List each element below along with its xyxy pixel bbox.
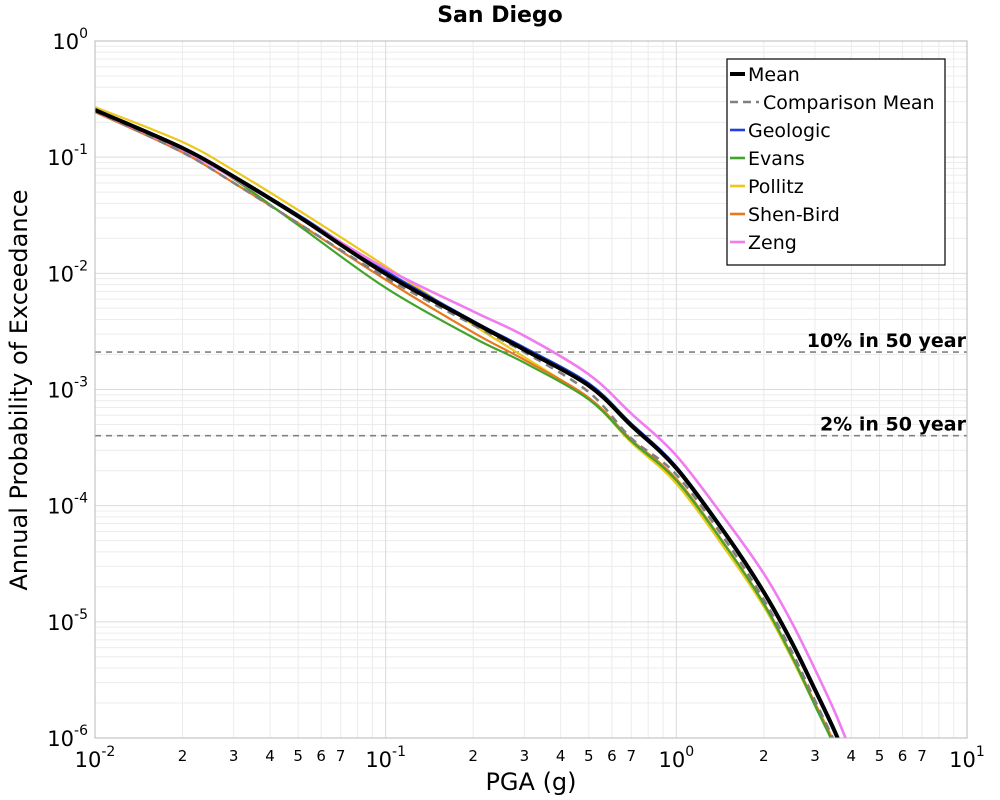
- y-major-tick-label: 100: [52, 26, 88, 54]
- x-major-tick-label: 101: [949, 744, 985, 772]
- reference-line-label: 2% in 50 year: [820, 414, 967, 436]
- legend-label-geologic: Geologic: [748, 120, 831, 142]
- series-lines: [95, 106, 847, 738]
- x-minor-tick-label: 7: [917, 747, 927, 765]
- x-minor-tick-label: 5: [584, 747, 594, 765]
- series-line-comparison-mean: [95, 109, 835, 738]
- x-minor-tick-label: 3: [229, 747, 239, 765]
- x-minor-tick-label: 2: [468, 747, 478, 765]
- x-minor-tick-label: 4: [847, 747, 857, 765]
- x-major-tick-label: 10-2: [75, 744, 116, 772]
- x-minor-tick-label: 7: [627, 747, 637, 765]
- y-major-tick-label: 10-6: [47, 723, 88, 751]
- x-minor-tick-label: 7: [336, 747, 346, 765]
- x-minor-tick-label: 2: [759, 747, 769, 765]
- x-minor-tick-label: 3: [520, 747, 530, 765]
- x-minor-tick-label: 5: [875, 747, 885, 765]
- series-line-evans: [95, 109, 832, 738]
- x-minor-tick-label: 6: [316, 747, 326, 765]
- legend-label-evans: Evans: [748, 148, 805, 170]
- x-major-tick-label: 100: [659, 744, 695, 772]
- plot-frame: [94, 40, 968, 739]
- legend-label-shen-bird: Shen-Bird: [748, 204, 840, 226]
- x-minor-tick-label: 4: [556, 747, 566, 765]
- legend-label-zeng: Zeng: [748, 232, 797, 254]
- y-major-tick-label: 10-4: [47, 491, 88, 519]
- reference-lines: [95, 351, 967, 437]
- y-major-tick-label: 10-3: [47, 375, 88, 403]
- x-minor-tick-label: 3: [810, 747, 820, 765]
- legend-box: [726, 58, 946, 266]
- reference-annotations: 10% in 50 year 2% in 50 year: [807, 330, 967, 436]
- reference-line-label: 10% in 50 year: [807, 330, 967, 352]
- x-minor-tick-label: 4: [265, 747, 275, 765]
- series-line-mean: [95, 108, 840, 738]
- legend-label-pollitz: Pollitz: [748, 176, 804, 198]
- x-minor-tick-label: 2: [178, 747, 188, 765]
- y-axis-label: Annual Probability of Exceedance: [5, 189, 33, 590]
- y-major-tick-label: 10-5: [47, 607, 88, 635]
- x-minor-tick-label: 5: [293, 747, 303, 765]
- y-major-tick-label: 10-2: [47, 258, 88, 286]
- legend-label-comparison-mean: Comparison Mean: [763, 92, 935, 114]
- y-tick-labels: 10-6 10-5 10-4 10-3 10-2 10-1 100: [47, 26, 88, 751]
- legend-label-mean: Mean: [748, 64, 800, 86]
- chart-title: San Diego: [437, 3, 563, 28]
- x-axis-label: PGA (g): [485, 768, 576, 796]
- x-major-tick-label: 10-1: [365, 744, 406, 772]
- x-minor-tick-label: 6: [898, 747, 908, 765]
- y-major-tick-label: 10-1: [47, 142, 88, 170]
- legend: Mean Comparison Mean Geologic Evans Pollitz S…: [726, 58, 946, 266]
- x-minor-tick-label: 6: [607, 747, 617, 765]
